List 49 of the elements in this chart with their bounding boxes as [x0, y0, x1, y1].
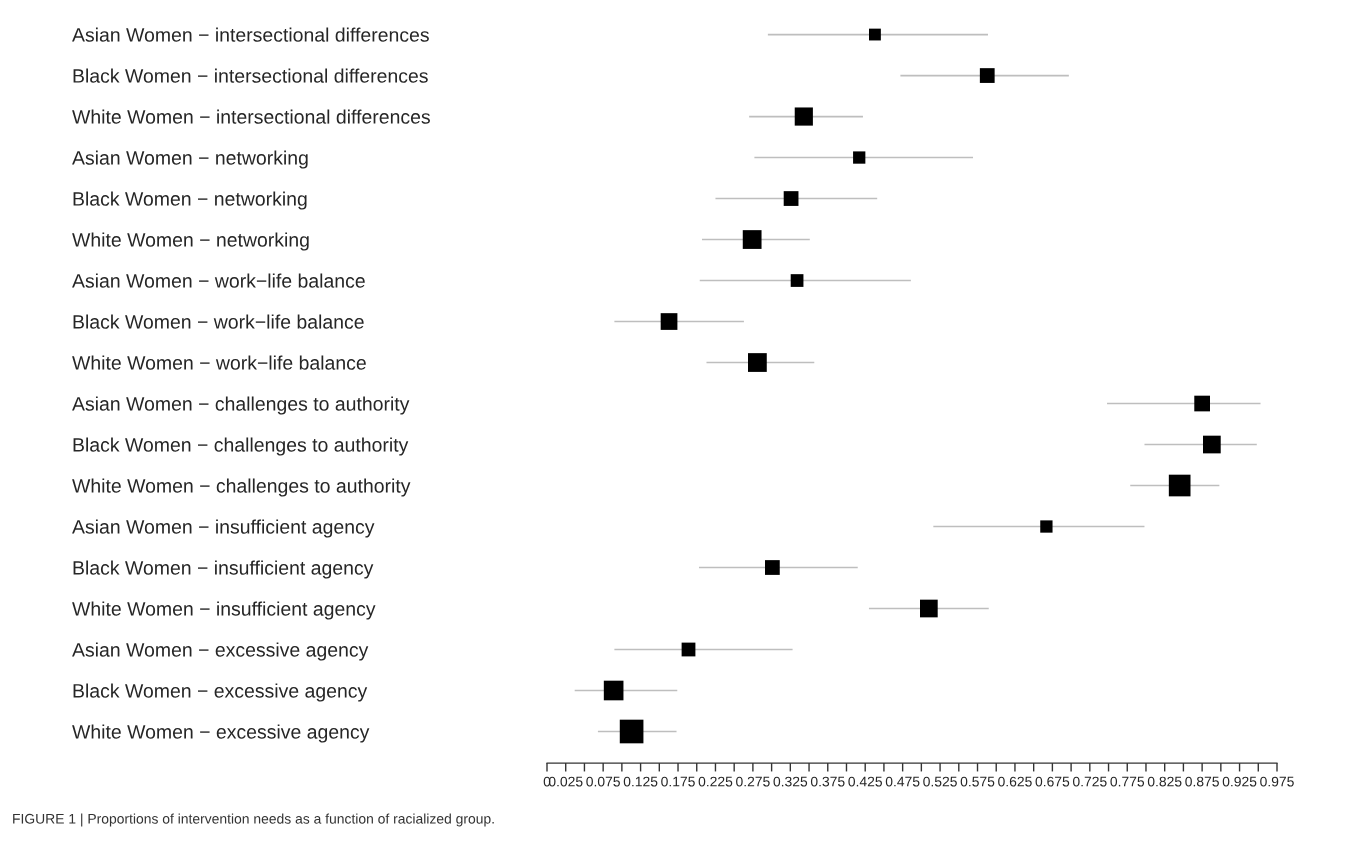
point	[660, 313, 678, 330]
point	[748, 353, 767, 372]
point	[920, 599, 938, 618]
x-tick-label: 0.675	[1035, 776, 1070, 787]
x-tick-label: 0.925	[1222, 776, 1257, 787]
x-tick-label: 0.325	[773, 776, 808, 787]
y-tick-label: White Women − networking	[72, 232, 309, 251]
x-tick-label: 0.425	[848, 776, 882, 787]
x-tick-label: 0.725	[1072, 776, 1107, 787]
y-tick-label: White Women − insufficient agency	[72, 601, 376, 620]
x-tick-label: 0.775	[1110, 776, 1145, 787]
y-tick-label: Asian Women − insufficient agency	[72, 519, 375, 538]
point	[783, 191, 799, 206]
x-tick-label: 0.525	[923, 776, 957, 787]
point	[764, 560, 780, 575]
x-tick-label: 0.175	[661, 776, 695, 787]
x-tick-label: 0.375	[810, 776, 845, 787]
y-tick-label: Black Women − intersectional differences	[73, 68, 428, 83]
x-tick-label: 0.125	[623, 776, 658, 787]
y-tick-label: Asian Women − networking	[72, 150, 308, 169]
y-tick-label: White Women − intersectional differences	[72, 109, 430, 124]
y-tick-label: White Women − excessive agency	[72, 724, 370, 743]
y-tick-label: Asian Women − excessive agency	[72, 642, 369, 661]
x-tick-label: 0.025	[548, 776, 583, 787]
y-tick-label: Asian Women − work−life balance	[72, 273, 365, 288]
y-tick-label: White Women − challenges to authority	[72, 478, 411, 497]
y-tick-label: Black Women − challenges to authority	[73, 437, 409, 456]
y-tick-label: Black Women − insufficient agency	[73, 560, 374, 579]
x-tick-label: 0.625	[998, 776, 1032, 787]
x-tick-label: 0.275	[736, 776, 770, 787]
x-tick-label: 0.975	[1260, 776, 1294, 787]
point	[1203, 435, 1221, 454]
y-tick-label: Black Women − work−life balance	[73, 314, 364, 329]
point	[1194, 395, 1210, 412]
point	[794, 107, 813, 126]
x-tick-label: 0.875	[1185, 776, 1219, 787]
y-tick-label: Asian Women − intersectional differences	[72, 27, 429, 42]
y-tick-label: Black Women − excessive agency	[73, 683, 368, 702]
x-tick-label: 0.825	[1147, 776, 1182, 787]
y-tick-label: Asian Women − challenges to authority	[72, 396, 410, 415]
x-tick-label: 0.075	[586, 776, 620, 787]
x-tick-label: 0.475	[885, 776, 920, 787]
point	[979, 68, 995, 83]
y-tick-label: Black Women − networking	[73, 191, 307, 210]
x-tick-label: 0.575	[960, 776, 995, 787]
y-tick-label: White Women − work−life balance	[72, 355, 366, 370]
point	[742, 230, 762, 249]
x-tick-label: 0.225	[698, 776, 733, 787]
caption: FIGURE 1 | Proportions of intervention needs as a function of racialized group.	[13, 813, 494, 827]
